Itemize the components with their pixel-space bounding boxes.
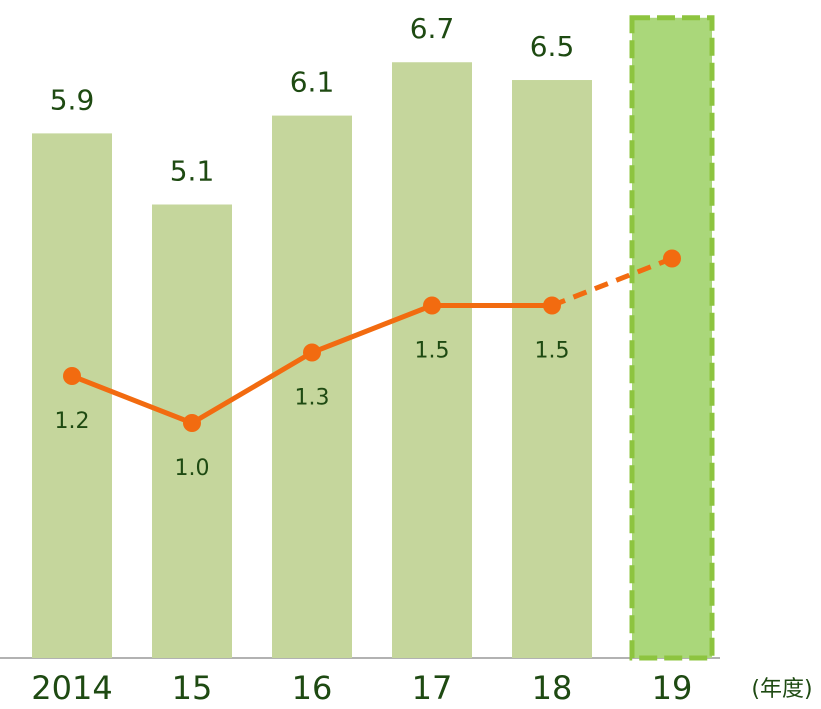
bar-value-label: 5.9 bbox=[50, 83, 95, 116]
bar-value-label: 6.5 bbox=[530, 30, 575, 63]
bar-value-label: 5.1 bbox=[170, 155, 215, 188]
x-tick-label: 16 bbox=[292, 669, 333, 705]
line-point bbox=[63, 367, 81, 385]
line-value-label: 1.5 bbox=[415, 339, 450, 364]
bar bbox=[512, 80, 592, 658]
line-value-label: 1.5 bbox=[535, 339, 570, 364]
line-value-label: 1.3 bbox=[295, 386, 330, 411]
bar bbox=[392, 62, 472, 659]
x-tick-label: 17 bbox=[412, 669, 453, 705]
bar bbox=[629, 15, 715, 661]
line-point bbox=[183, 414, 201, 432]
line-point bbox=[423, 296, 441, 315]
x-tick-label: 18 bbox=[532, 669, 573, 705]
line-point bbox=[663, 249, 681, 268]
bar bbox=[272, 115, 352, 658]
line-point bbox=[543, 296, 561, 315]
bar-value-label: 6.1 bbox=[290, 66, 335, 99]
line-point bbox=[303, 343, 321, 362]
bar bbox=[32, 133, 112, 659]
x-unit: (年度) bbox=[751, 677, 812, 702]
x-tick-label: 15 bbox=[172, 669, 213, 705]
line-value-label: 1.2 bbox=[55, 409, 90, 434]
line-value-label: 1.0 bbox=[175, 456, 210, 481]
x-tick-label: 19 bbox=[652, 669, 693, 705]
x-tick-label: 2014 bbox=[31, 669, 112, 705]
bar-value-label: 6.7 bbox=[410, 12, 455, 45]
